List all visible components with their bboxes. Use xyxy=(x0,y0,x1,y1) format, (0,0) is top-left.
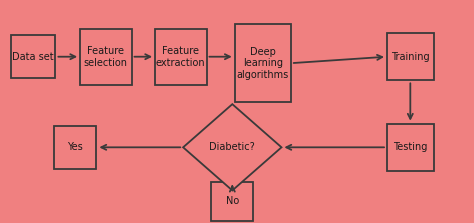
Text: Deep
learning
algorithms: Deep learning algorithms xyxy=(237,47,289,80)
Text: Training: Training xyxy=(391,52,429,62)
Text: No: No xyxy=(226,196,239,206)
Text: Diabetic?: Diabetic? xyxy=(210,142,255,152)
FancyBboxPatch shape xyxy=(235,24,291,102)
Text: Feature
extraction: Feature extraction xyxy=(156,46,206,68)
FancyBboxPatch shape xyxy=(55,126,97,169)
FancyBboxPatch shape xyxy=(387,124,434,171)
Text: Yes: Yes xyxy=(67,142,83,152)
Text: Feature
selection: Feature selection xyxy=(84,46,128,68)
FancyBboxPatch shape xyxy=(387,33,434,81)
FancyBboxPatch shape xyxy=(11,35,55,78)
FancyBboxPatch shape xyxy=(155,29,207,85)
FancyBboxPatch shape xyxy=(211,182,254,221)
Text: Data set: Data set xyxy=(12,52,54,62)
Polygon shape xyxy=(183,104,282,190)
FancyBboxPatch shape xyxy=(80,29,132,85)
Text: Testing: Testing xyxy=(393,142,428,152)
